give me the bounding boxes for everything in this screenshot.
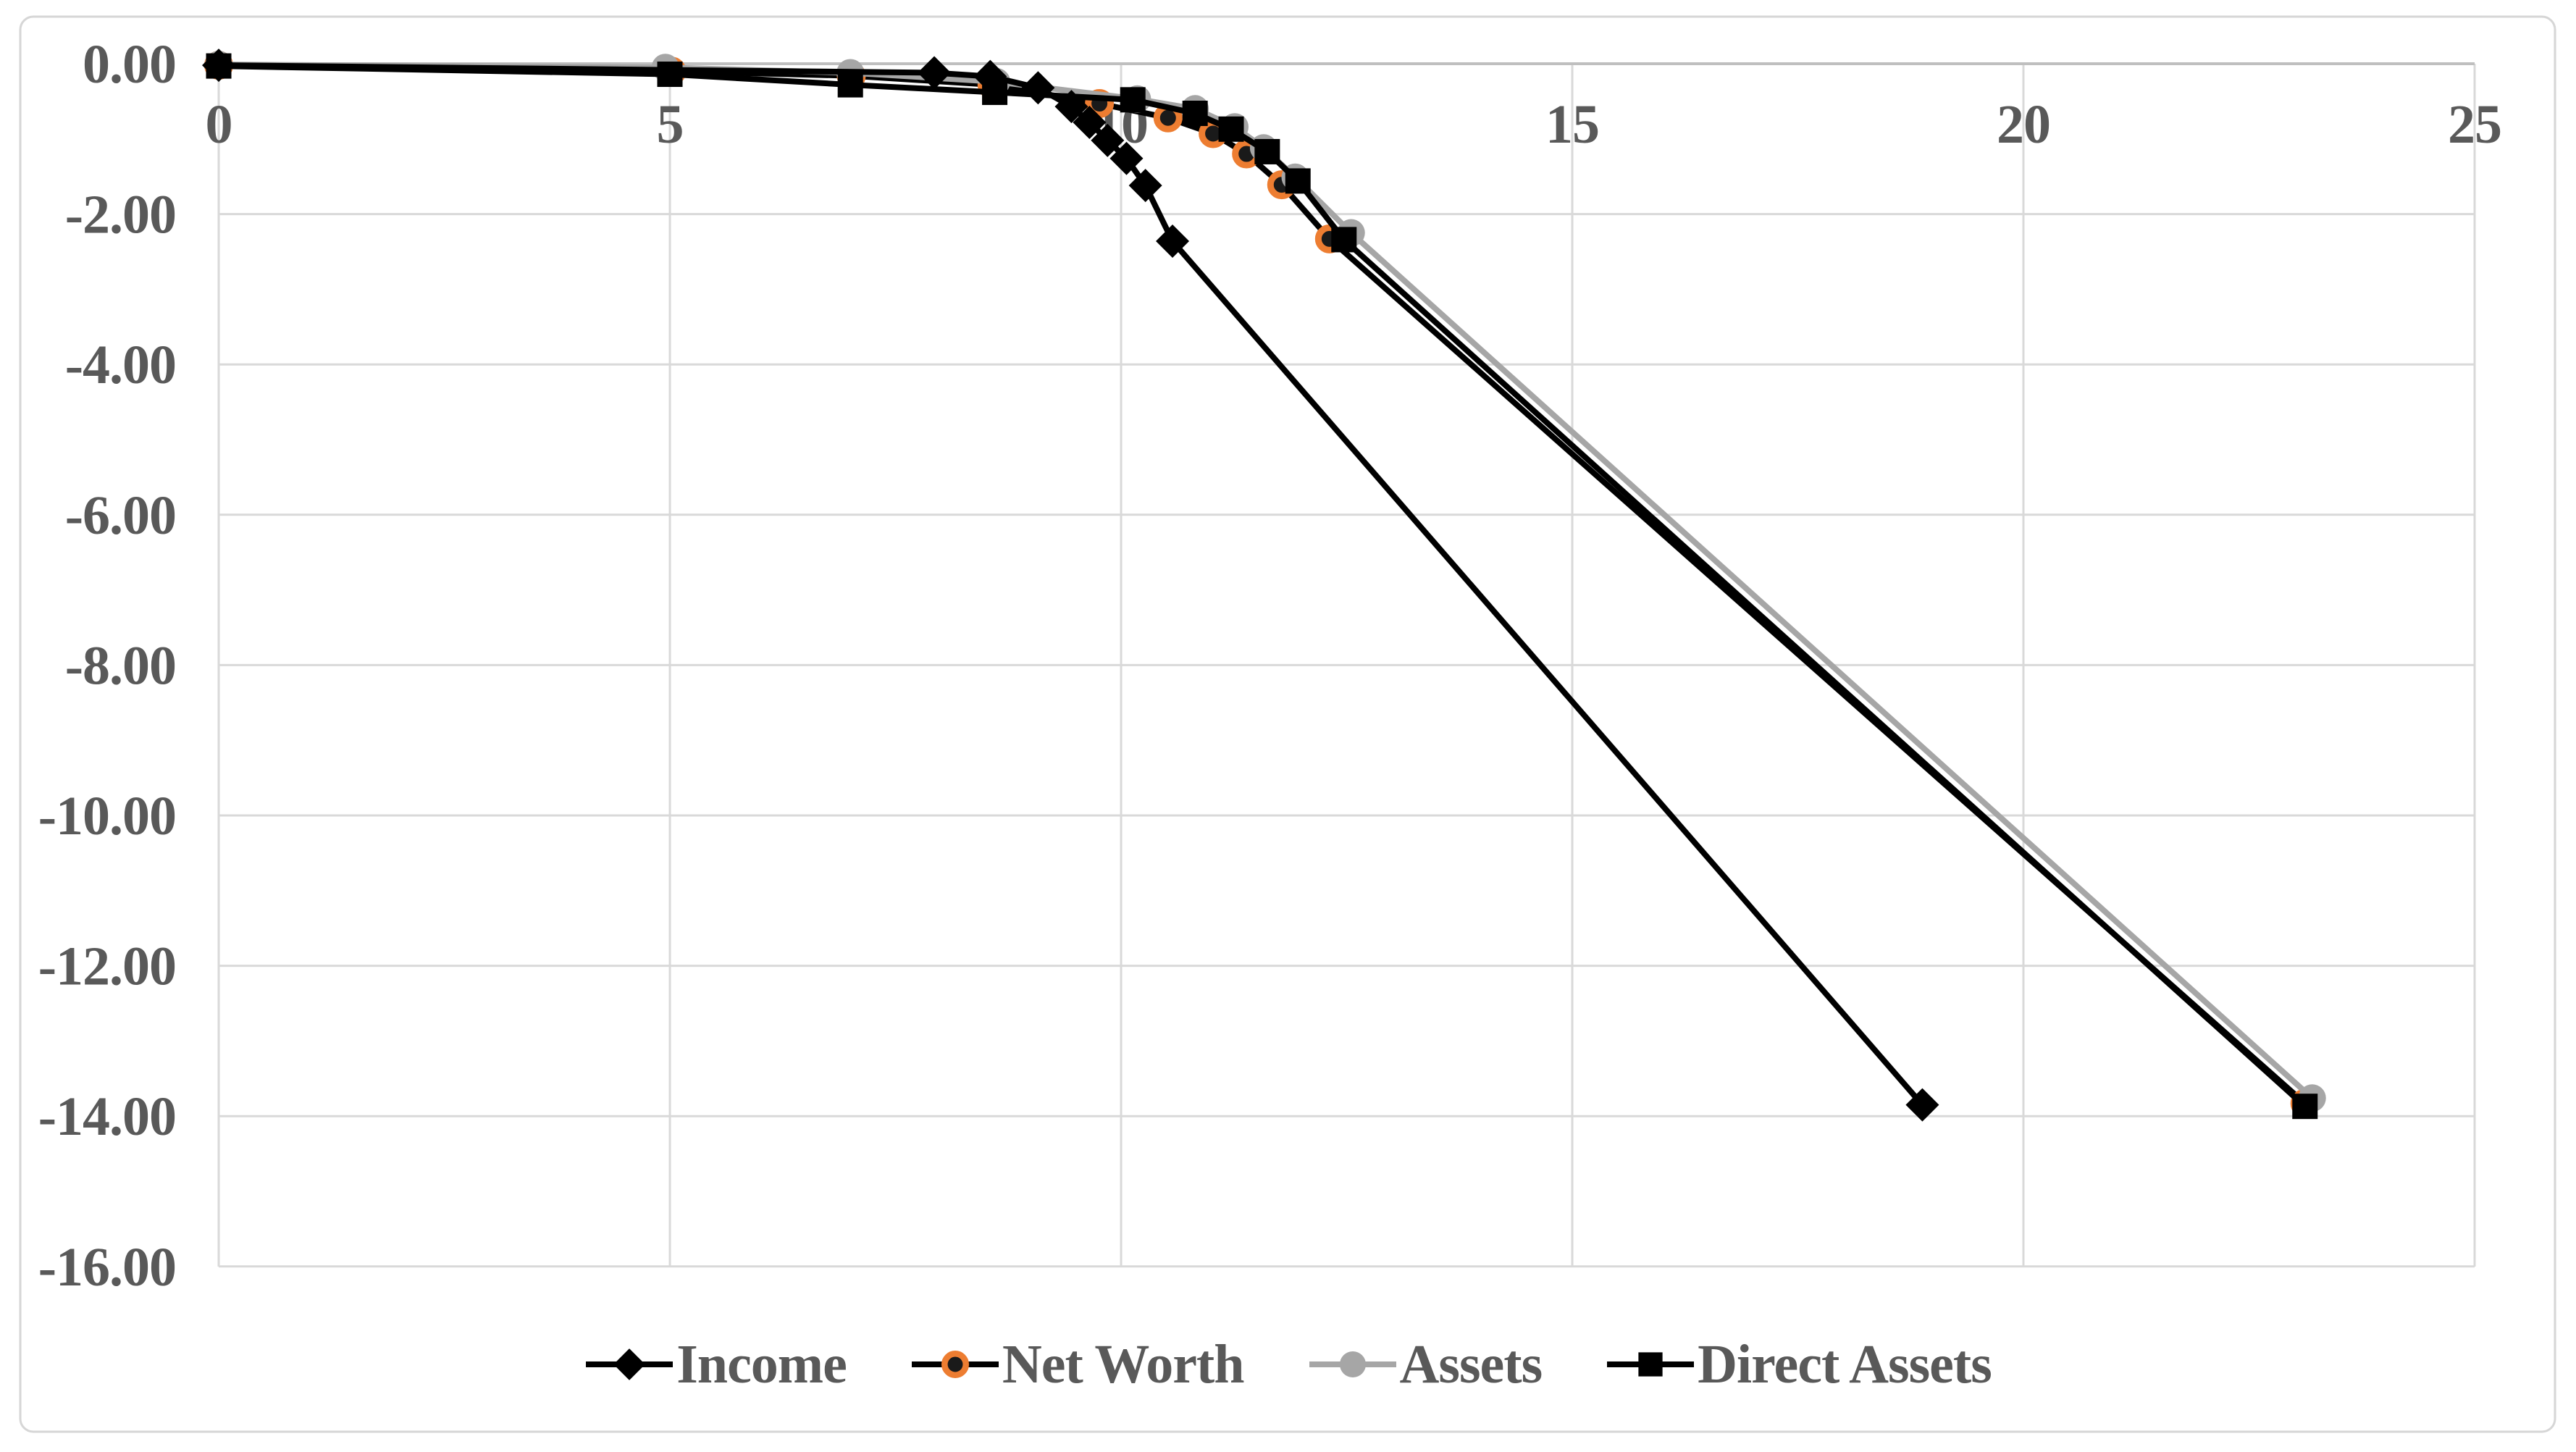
- net-worth-line-marker-icon: [911, 1350, 999, 1379]
- data-point-marker-ring-circle: [941, 1350, 969, 1379]
- series-income: [202, 49, 1939, 1122]
- x-axis-tick-label: 0: [206, 94, 232, 155]
- data-point-marker-square: [1638, 1352, 1663, 1377]
- data-point-marker-diamond: [1128, 169, 1162, 203]
- y-axis-labels: 0.00 -2.00 -4.00 -6.00 -8.00 -10.00 -12.00 -14.…: [38, 34, 177, 1298]
- assets-line-marker-icon: [1309, 1351, 1396, 1378]
- income-line-marker-icon: [586, 1348, 674, 1380]
- data-point-marker-diamond: [1073, 105, 1107, 139]
- y-axis-tick-label: -4.00: [65, 335, 176, 395]
- gridlines: [217, 64, 2476, 1268]
- data-point-marker-square: [1120, 87, 1146, 113]
- data-point-marker-diamond: [1905, 1088, 1939, 1122]
- data-point-marker-square: [657, 62, 683, 88]
- legend-label-direct-assets: Direct Assets: [1698, 1333, 1992, 1395]
- y-axis-tick-label: -10.00: [38, 786, 176, 847]
- legend-item-net-worth: Net Worth: [910, 1333, 1245, 1396]
- data-point-marker-circle: [1339, 1351, 1366, 1378]
- x-axis-tick-label: 25: [2448, 94, 2501, 155]
- data-point-marker-square: [837, 72, 863, 98]
- data-point-marker-diamond: [202, 49, 235, 83]
- data-point-marker-square: [2292, 1094, 2318, 1120]
- x-axis-tick-label: 20: [1997, 94, 2050, 155]
- legend-item-direct-assets: Direct Assets: [1606, 1333, 1992, 1396]
- y-axis-tick-label: -12.00: [38, 936, 176, 997]
- y-axis-tick-label: -6.00: [65, 485, 176, 546]
- plot-series: [202, 49, 2326, 1122]
- data-point-marker-square: [1182, 101, 1208, 127]
- x-axis-labels: 0 5 10 15 20 25: [206, 94, 2503, 155]
- data-point-marker-square: [1331, 227, 1357, 253]
- y-axis-tick-label: -2.00: [65, 185, 176, 246]
- data-point-marker-diamond: [1156, 224, 1190, 258]
- series-direct-assets: [206, 53, 2318, 1120]
- x-axis-tick-label: 15: [1545, 94, 1599, 155]
- y-axis-tick-label: -16.00: [38, 1237, 176, 1298]
- data-point-marker-diamond: [973, 59, 1007, 93]
- legend-label-income: Income: [676, 1333, 847, 1395]
- chart-border: [19, 15, 2556, 1433]
- data-point-marker-diamond: [918, 56, 952, 90]
- direct-assets-line-marker-icon: [1607, 1352, 1695, 1377]
- legend-label-net-worth: Net Worth: [1002, 1333, 1245, 1395]
- data-point-marker-square: [1218, 116, 1244, 142]
- data-point-marker-diamond: [1054, 90, 1088, 124]
- legend-item-income: Income: [584, 1333, 847, 1396]
- y-axis-tick-label: 0.00: [83, 34, 176, 95]
- x-axis-tick-label: 5: [657, 94, 684, 155]
- legend-item-assets: Assets: [1308, 1333, 1543, 1396]
- y-axis-tick-label: -8.00: [65, 635, 176, 696]
- data-point-marker-diamond: [1091, 123, 1125, 157]
- data-point-marker-diamond: [1021, 71, 1055, 105]
- data-point-marker-diamond: [613, 1348, 646, 1380]
- data-point-marker-diamond: [1109, 141, 1144, 175]
- legend: Income Net Worth Assets Direct Assets: [0, 1331, 2576, 1398]
- y-axis-tick-label: -14.00: [38, 1086, 176, 1147]
- data-point-marker-square: [1254, 138, 1280, 164]
- data-point-marker-square: [1285, 168, 1311, 194]
- legend-label-assets: Assets: [1399, 1333, 1543, 1395]
